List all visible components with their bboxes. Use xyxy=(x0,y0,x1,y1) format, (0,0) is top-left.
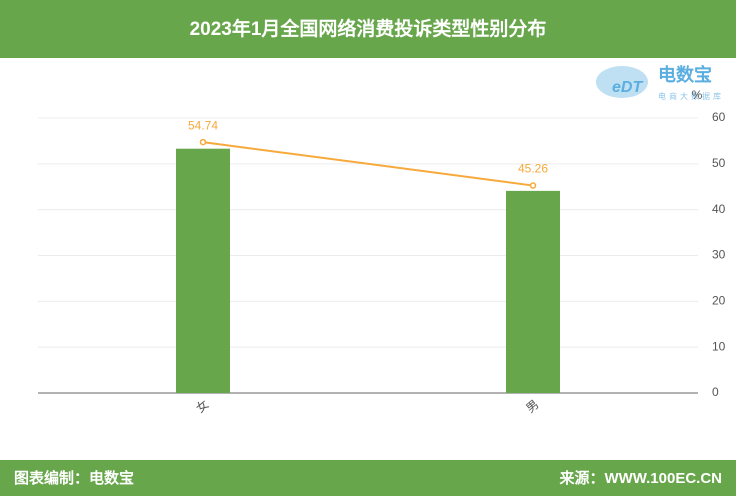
footer-credit: 图表编制：电数宝 xyxy=(14,469,134,487)
footer-bar xyxy=(0,460,736,496)
logo-tagline: 电商大数据库 xyxy=(658,91,724,101)
chart-title: 2023年1月全国网络消费投诉类型性别分布 xyxy=(190,17,547,40)
y-tick-label: 40 xyxy=(712,202,726,216)
bar xyxy=(176,148,230,393)
y-tick-label: 50 xyxy=(712,156,726,170)
bar xyxy=(506,190,560,393)
y-tick-label: 10 xyxy=(712,339,726,353)
y-tick-label: 0 xyxy=(712,385,719,399)
data-label: 45.26 xyxy=(518,162,548,176)
data-label: 54.74 xyxy=(188,118,218,132)
header-bar xyxy=(0,0,736,58)
line xyxy=(202,141,534,187)
y-axis-unit: % xyxy=(692,88,703,102)
x-tick-label: 女 xyxy=(193,396,212,415)
footer-source: 来源：WWW.100EC.CN xyxy=(558,469,722,487)
logo-mark: eDT xyxy=(612,79,643,96)
y-tick-label: 30 xyxy=(712,248,726,262)
line-point xyxy=(199,138,207,146)
y-tick-label: 20 xyxy=(712,294,726,308)
x-tick-label: 男 xyxy=(523,397,541,415)
y-tick-label: 60 xyxy=(712,110,726,124)
line-point xyxy=(529,182,537,189)
logo-cloud xyxy=(596,66,648,98)
logo-name: 电数宝 xyxy=(658,64,712,85)
logo: eDT 电数宝 电商大数据库 xyxy=(596,64,724,101)
